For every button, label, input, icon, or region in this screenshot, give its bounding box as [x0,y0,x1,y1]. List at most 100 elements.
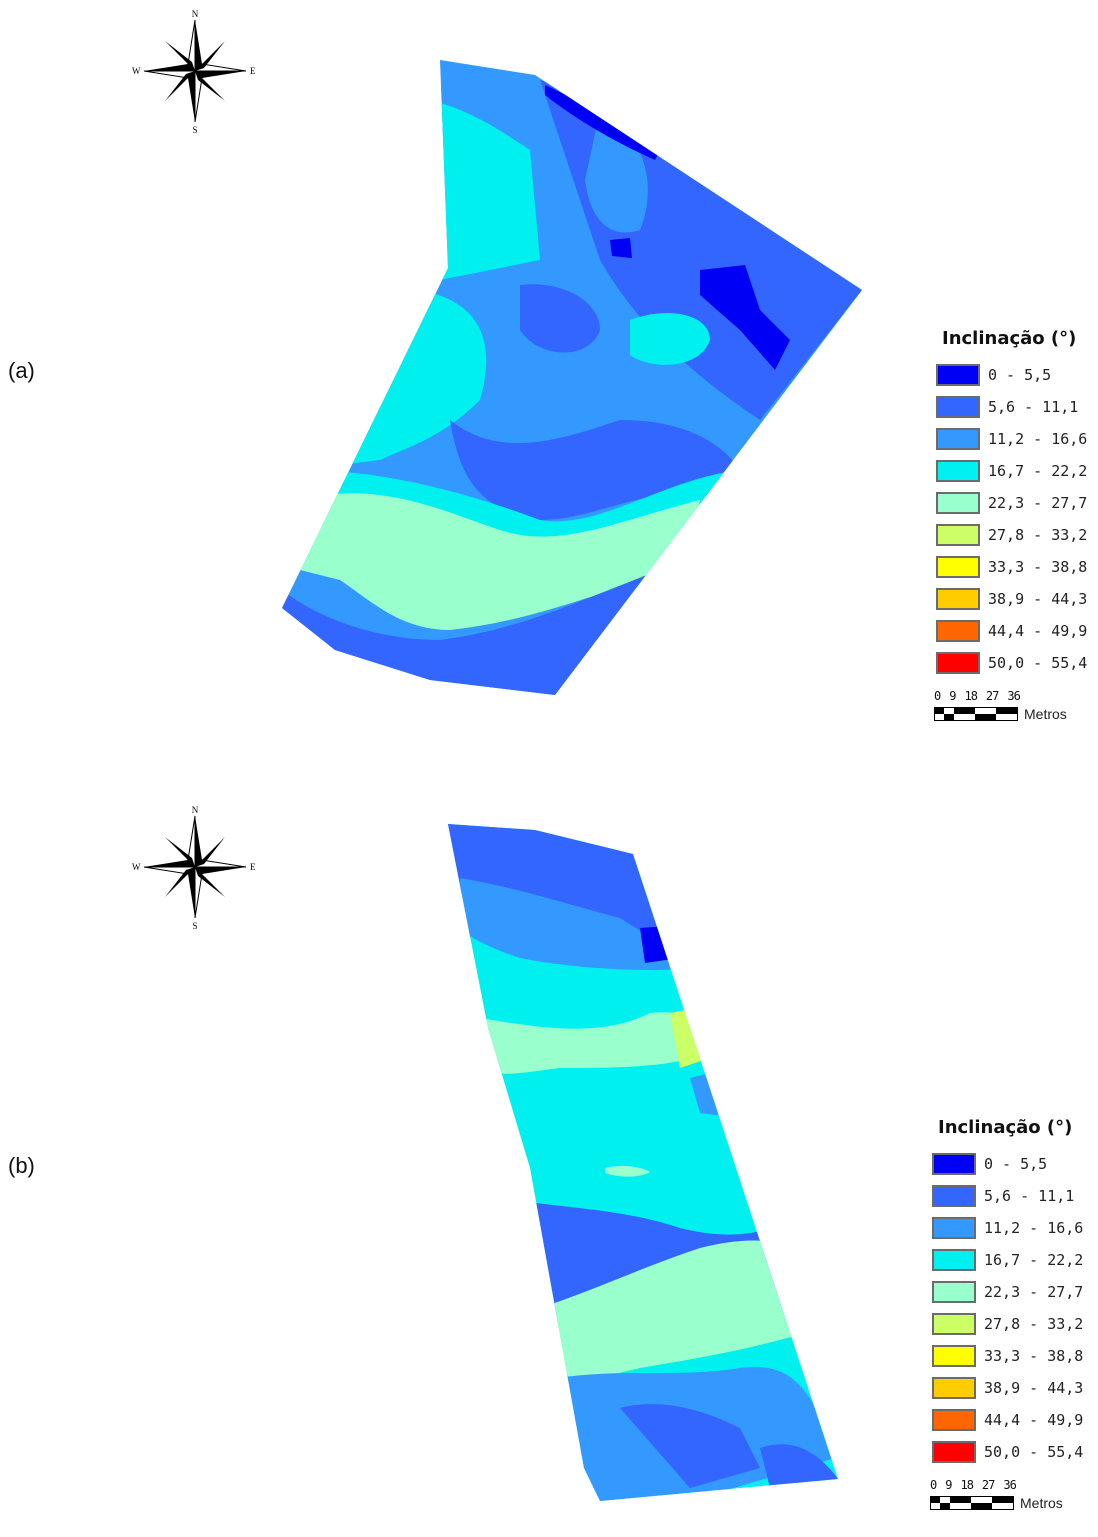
legend-label: 33,3 - 38,8 [984,1347,1084,1365]
legend-label: 50,0 - 55,4 [984,1443,1084,1461]
legend-swatch [936,492,980,514]
legend-label: 0 - 5,5 [988,366,1052,384]
compass-e-label: E [250,862,256,872]
legend-label: 11,2 - 16,6 [988,430,1088,448]
scale-tick: 0 [930,1478,937,1492]
slope-zone [610,238,632,258]
legend-item: 5,6 - 11,1 [928,1180,1093,1212]
legend-label: 5,6 - 11,1 [984,1187,1075,1205]
legend-label: 16,7 - 22,2 [984,1251,1084,1269]
scale-tick: 9 [945,1478,952,1492]
legend-label: 22,3 - 27,7 [988,494,1088,512]
legend-swatch [932,1185,976,1207]
slope-zone [460,878,700,970]
legend-swatch [936,588,980,610]
legend-item: 38,9 - 44,3 [932,583,1097,615]
legend-label: 27,8 - 33,2 [984,1315,1084,1333]
north-arrow-icon: N S E W [130,6,260,136]
scale-ticks: 0 9 18 27 36 [930,1478,1093,1492]
legend-item: 33,3 - 38,8 [932,551,1097,583]
legend-swatch [936,652,980,674]
legend-item: 16,7 - 22,2 [928,1244,1093,1276]
slope-zone [540,1240,820,1378]
legend-swatch [932,1441,976,1463]
legend-swatch [936,620,980,642]
scale-bar-graphic [934,707,1018,721]
compass-n-label: N [192,9,199,19]
scale-unit: Metros [1024,706,1067,722]
legend-swatch [936,364,980,386]
legend-label: 11,2 - 16,6 [984,1219,1084,1237]
legend-item: 50,0 - 55,4 [932,647,1097,679]
legend-swatch [936,396,980,418]
legend-swatch [932,1409,976,1431]
legend-title: Inclinação (°) [942,328,1077,349]
scale-ticks: 0 9 18 27 36 [934,689,1097,703]
legend-item: 33,3 - 38,8 [928,1340,1093,1372]
legend-title: Inclinação (°) [938,1117,1073,1138]
legend-label: 38,9 - 44,3 [988,590,1088,608]
slope-zone [430,100,540,280]
legend-label: 5,6 - 11,1 [988,398,1079,416]
scale-tick: 0 [934,689,941,703]
legend-swatch [932,1217,976,1239]
scale-tick: 36 [1007,689,1020,703]
legend-item: 44,4 - 49,9 [932,615,1097,647]
slope-zone [700,265,790,370]
legend-item: 0 - 5,5 [932,359,1097,391]
slope-zone [300,493,700,630]
scale-bar: 0 9 18 27 36 Metros [934,689,1097,722]
legend-label: 16,7 - 22,2 [988,462,1088,480]
compass-w-label: W [132,862,141,872]
slope-map-b [448,824,838,1501]
legend-item: 0 - 5,5 [928,1148,1093,1180]
legend-swatch [936,524,980,546]
compass-n-label: N [192,805,199,815]
map-panel-b: N S E W (b) Inclinação (°) 0 - 5,5 5,6 -… [0,768,1098,1536]
legend-item: 38,9 - 44,3 [928,1372,1093,1404]
panel-label: (a) [8,358,35,383]
legend-item: 11,2 - 16,6 [932,423,1097,455]
legend-label: 0 - 5,5 [984,1155,1048,1173]
legend-item: 50,0 - 55,4 [928,1436,1093,1468]
legend-label: 27,8 - 33,2 [988,526,1088,544]
legend-item: 16,7 - 22,2 [932,455,1097,487]
slope-zone [450,420,740,520]
legend-label: 22,3 - 27,7 [984,1283,1084,1301]
slope-map-a [282,60,862,695]
scale-tick: 36 [1003,1478,1016,1492]
legend-label: 44,4 - 49,9 [984,1411,1084,1429]
map-panel-a: N S E W (a) Inclinação (°) 0 - 5,5 5,6 -… [0,0,1098,768]
slope-zone [760,1444,838,1488]
slope-zone [630,312,710,365]
scale-unit: Metros [1020,1495,1063,1511]
compass-e-label: E [250,66,256,76]
compass-w-label: W [132,66,141,76]
scale-tick: 18 [964,689,977,703]
scale-tick: 9 [949,689,956,703]
slope-zone [620,1404,760,1488]
legend-item: 5,6 - 11,1 [932,391,1097,423]
legend-item: 22,3 - 27,7 [928,1276,1093,1308]
slope-zone [605,1165,650,1177]
legend-swatch [932,1313,976,1335]
legend-swatch [936,556,980,578]
slope-zone [480,1012,720,1074]
legend-label: 50,0 - 55,4 [988,654,1088,672]
legend-swatch [932,1153,976,1175]
compass-s-label: S [192,921,197,931]
legend: Inclinação (°) 0 - 5,5 5,6 - 11,1 11,2 -… [928,1117,1093,1511]
panel-label: (b) [8,1153,35,1178]
scale-tick: 18 [960,1478,973,1492]
legend-swatch [932,1345,976,1367]
legend-item: 44,4 - 49,9 [928,1404,1093,1436]
legend-swatch [936,460,980,482]
legend: Inclinação (°) 0 - 5,5 5,6 - 11,1 11,2 -… [932,328,1097,722]
slope-zone [520,284,600,353]
slope-zone [640,926,680,963]
north-arrow-icon: N S E W [130,802,260,932]
legend-swatch [932,1377,976,1399]
scale-bar: 0 9 18 27 36 Metros [930,1478,1093,1511]
compass-s-label: S [192,125,197,135]
scale-tick: 27 [985,689,999,703]
